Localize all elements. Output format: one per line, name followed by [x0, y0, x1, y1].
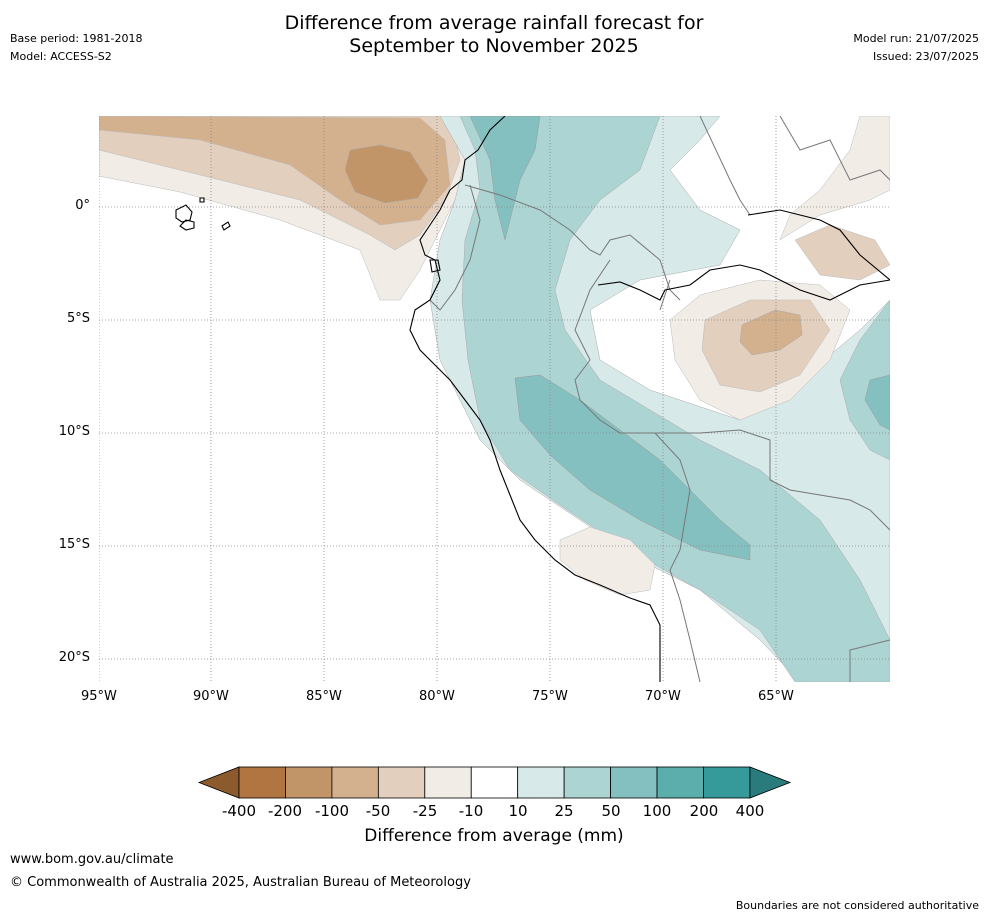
- model-run-label: Model run: 21/07/2025: [853, 32, 979, 45]
- lat-tick-20s: 20°S: [58, 650, 90, 665]
- meta-left: Base period: 1981-2018 Model: ACCESS-S2: [10, 30, 142, 66]
- title-line-1: Difference from average rainfall forecas…: [284, 12, 704, 34]
- colorbar-swatch: [285, 766, 333, 799]
- lon-tick-80w: 80°W: [419, 689, 455, 704]
- lon-tick-65w: 65°W: [758, 689, 794, 704]
- model-label: Model: ACCESS-S2: [10, 50, 112, 63]
- anomaly-area-plus50-north: [469, 116, 541, 241]
- map-plot-area: [99, 116, 890, 682]
- colorbar-label: 400: [735, 802, 765, 820]
- colorbar-label: -100: [314, 802, 350, 820]
- colorbar-swatch: [563, 766, 612, 799]
- lon-tick-95w: 95°W: [81, 689, 117, 704]
- colorbar-swatch: [656, 766, 704, 799]
- colorbar-swatch: [331, 766, 379, 799]
- anomaly-area-plus50-east: [864, 374, 890, 431]
- colorbar-label: -200: [267, 802, 303, 820]
- colorbar-label: -400: [221, 802, 257, 820]
- colorbar-swatch: [470, 766, 519, 799]
- lat-tick-10s: 10°S: [58, 424, 90, 439]
- colorbar-label: -25: [412, 802, 438, 820]
- footer-copyright: © Commonwealth of Australia 2025, Austra…: [10, 875, 471, 890]
- country-borders: [429, 116, 890, 682]
- colorbar-swatch: [703, 766, 751, 799]
- lon-tick-70w: 70°W: [645, 689, 681, 704]
- lon-tick-90w: 90°W: [193, 689, 229, 704]
- colorbar-title: Difference from average (mm): [364, 826, 624, 846]
- coastline: [175, 116, 890, 682]
- issued-label: Issued: 23/07/2025: [872, 50, 979, 63]
- colorbar-label: 25: [554, 802, 574, 820]
- colorbar-swatch: [424, 766, 472, 799]
- map-title: Difference from average rainfall forecas…: [0, 12, 988, 58]
- anomaly-area-minus10-north-east: [779, 116, 890, 241]
- anomaly-area-minus50: [99, 116, 451, 226]
- colorbar-swatch: [610, 766, 658, 799]
- colorbar-extend-low: [197, 766, 240, 799]
- lat-tick-0: 0°: [75, 198, 90, 213]
- lon-tick-85w: 85°W: [306, 689, 342, 704]
- colorbar-label: -50: [365, 802, 391, 820]
- anomaly-area-plus25: [459, 116, 890, 682]
- colorbar-swatch: [517, 766, 565, 799]
- colorbar-swatch: [377, 766, 426, 799]
- footer-note: Boundaries are not considered authoritat…: [735, 899, 979, 912]
- colorbar-label: 100: [642, 802, 672, 820]
- lat-tick-15s: 15°S: [58, 537, 90, 552]
- lon-tick-75w: 75°W: [532, 689, 568, 704]
- footer-url-link[interactable]: www.bom.gov.au/climate: [10, 852, 174, 867]
- colorbar-label: -10: [458, 802, 484, 820]
- anomaly-area-minus100: [344, 144, 429, 204]
- colorbar-label: 10: [508, 802, 528, 820]
- meta-right: Model run: 21/07/2025 Issued: 23/07/2025: [853, 30, 979, 66]
- colorbar-label: 200: [689, 802, 719, 820]
- colorbar-swatch: [238, 766, 286, 799]
- anomaly-area-plus50-south: [514, 374, 751, 561]
- gridlines: [99, 116, 890, 682]
- base-period-label: Base period: 1981-2018: [10, 32, 143, 45]
- anomaly-area-minus50-central: [739, 309, 803, 356]
- lat-tick-5s: 5°S: [66, 311, 90, 326]
- colorbar-extend-high: [749, 766, 792, 799]
- title-line-2: September to November 2025: [349, 35, 639, 57]
- colorbar-label: 50: [601, 802, 621, 820]
- colorbar: [197, 766, 792, 799]
